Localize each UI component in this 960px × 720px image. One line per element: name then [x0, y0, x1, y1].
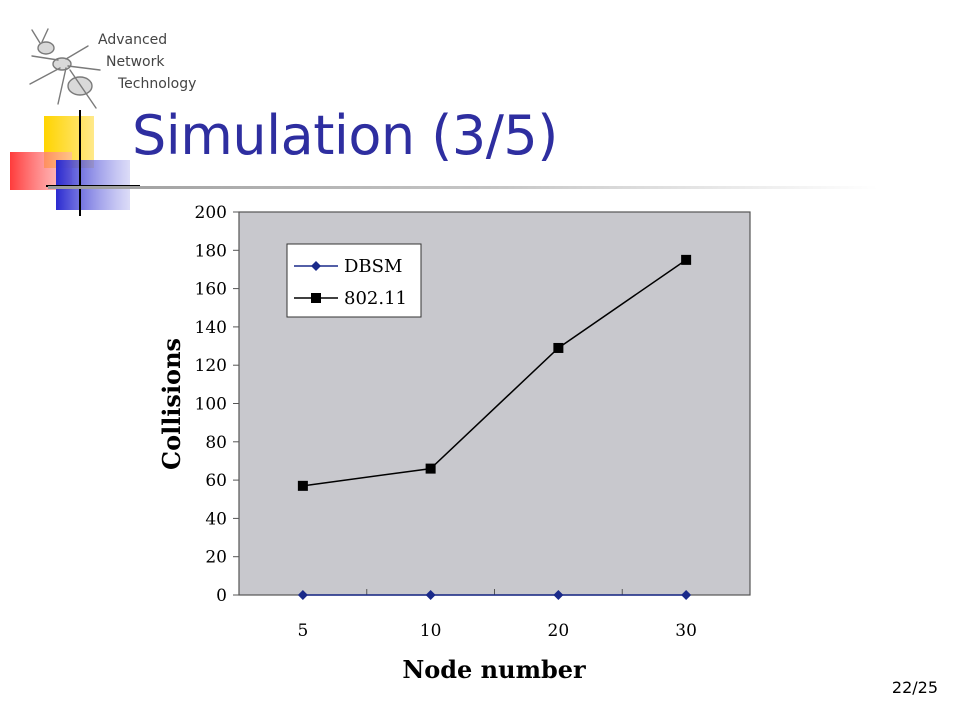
y-axis-label: Collisions	[157, 338, 186, 470]
title-underline	[48, 186, 878, 189]
x-axis-label: Node number	[402, 655, 586, 684]
logo-line-technology: Technology	[118, 76, 197, 92]
y-tick-label: 60	[205, 471, 227, 491]
slide-title: Simulation (3/5)	[132, 104, 558, 167]
y-tick-label: 180	[195, 241, 227, 261]
y-tick-label: 160	[195, 280, 227, 300]
x-tick-label: 10	[420, 621, 442, 641]
collisions-chart: 0 20 40 60 80 100 120 140 160 180 200 5 10 20 30 DBSM…	[157, 203, 751, 684]
x-axis: 5 10 20 30	[297, 589, 697, 641]
legend-label-dbsm: DBSM	[344, 256, 402, 277]
y-tick-label: 40	[205, 509, 227, 529]
y-tick-label: 100	[195, 395, 227, 415]
legend-box	[286, 243, 422, 318]
logo: Advanced Network Technology	[18, 26, 218, 112]
y-tick-label: 200	[195, 203, 227, 223]
logo-line-advanced: Advanced	[98, 32, 168, 48]
x-tick-label: 20	[548, 621, 570, 641]
data-point-dbsm	[681, 590, 692, 600]
data-point-802-11	[681, 254, 692, 265]
page-number: 22/25	[891, 678, 938, 697]
series-line-802-11	[302, 259, 687, 487]
x-tick-label: 30	[675, 621, 697, 641]
legend-marker-dbsm	[311, 261, 321, 271]
data-point-dbsm	[297, 590, 308, 600]
legend-marker-802-11	[311, 293, 321, 303]
series-layer	[297, 254, 692, 600]
legend: DBSM 802.11	[286, 243, 422, 318]
y-tick-label: 120	[195, 356, 227, 376]
logo-line-network: Network	[106, 54, 165, 70]
y-axis: 0 20 40 60 80 100 120 140 160 180 200	[195, 203, 239, 606]
data-point-802-11	[553, 342, 564, 353]
y-tick-label: 20	[205, 548, 227, 568]
y-tick-label: 140	[195, 318, 227, 338]
title-decoration	[10, 110, 140, 216]
y-tick-label: 0	[216, 586, 227, 606]
ant-icon	[29, 28, 101, 109]
y-tick-label: 80	[205, 433, 227, 453]
x-tick-label: 5	[297, 621, 308, 641]
data-point-dbsm	[425, 590, 436, 600]
data-point-dbsm	[553, 590, 564, 600]
data-point-802-11	[425, 463, 436, 474]
legend-label-802-11: 802.11	[344, 288, 407, 309]
data-point-802-11	[297, 480, 308, 491]
